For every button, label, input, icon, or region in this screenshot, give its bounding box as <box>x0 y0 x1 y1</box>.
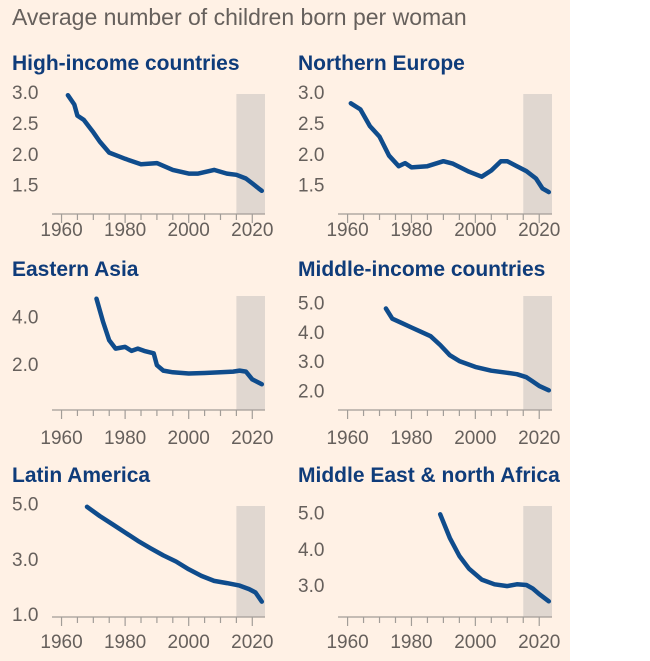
panel-northern-europe-ytick-label: 3.0 <box>298 83 324 104</box>
panel-latin-america-xtick-label: 2000 <box>168 632 210 653</box>
panel-eastern-asia-xtick-label: 2020 <box>231 428 273 449</box>
panel-middle-income-countries-xtick-label: 1960 <box>326 428 368 449</box>
panel-middle-income-countries-projection-band <box>523 296 552 410</box>
panel-middle-east-and-north-africa: Middle East & north Africa 5.0 4.0 3.0 1960 1… <box>298 464 560 653</box>
panel-latin-america-xtick-label: 2020 <box>231 632 273 653</box>
panel-northern-europe: Northern Europe 3.0 2.5 2.0 1.5 1960 1980 2000 2… <box>298 52 560 241</box>
panel-latin-america-xtick-label: 1980 <box>104 632 146 653</box>
figure-title: Average number of children born per woma… <box>12 4 467 30</box>
panel-eastern-asia-projection-band <box>236 296 265 410</box>
panel-latin-america-series-line <box>84 504 265 604</box>
panel-high-income-countries-xtick-label: 2020 <box>231 220 273 241</box>
panel-middle-income-countries-xtick-label: 1980 <box>390 428 432 449</box>
panel-eastern-asia-ytick-label: 2.0 <box>12 355 38 376</box>
panel-high-income-countries-ytick-label: 2.0 <box>12 145 38 166</box>
panel-eastern-asia-xtick-label: 1960 <box>40 428 82 449</box>
panel-middle-income-countries-ytick-label: 4.0 <box>298 323 324 344</box>
panel-middle-income-countries-ytick-label: 2.0 <box>298 381 324 402</box>
panel-middle-east-and-north-africa-title: Middle East & north Africa <box>298 464 560 487</box>
panel-northern-europe-xtick-label: 2000 <box>454 220 496 241</box>
panel-eastern-asia: Eastern Asia 4.0 2.0 1960 1980 2000 2020 <box>12 258 273 449</box>
panel-middle-east-and-north-africa-xtick-label: 2020 <box>518 632 560 653</box>
panel-middle-east-and-north-africa-xtick-label: 1980 <box>390 632 432 653</box>
panel-high-income-countries: High-income countries 3.0 2.5 2.0 1.5 1960 198… <box>12 52 273 241</box>
panel-eastern-asia-xtick-label: 2000 <box>168 428 210 449</box>
panel-middle-east-and-north-africa-ytick-label: 3.0 <box>298 576 324 597</box>
panel-northern-europe-ytick-label: 2.0 <box>298 145 324 166</box>
panel-high-income-countries-series-line <box>65 92 265 194</box>
panel-middle-east-and-north-africa-xtick-label: 1960 <box>326 632 368 653</box>
panel-high-income-countries-title: High-income countries <box>12 52 240 75</box>
panel-latin-america-ytick-label: 1.0 <box>12 605 38 626</box>
panel-middle-east-and-north-africa-ytick-label: 5.0 <box>298 504 324 525</box>
chart-figure: Average number of children born per woma… <box>0 0 570 661</box>
panel-northern-europe-projection-band <box>523 94 552 214</box>
panel-northern-europe-xtick-label: 1980 <box>390 220 432 241</box>
panel-latin-america-title: Latin America <box>12 464 150 487</box>
panel-latin-america-ytick-label: 5.0 <box>12 495 38 516</box>
panel-high-income-countries-xtick-label: 1960 <box>40 220 82 241</box>
panel-middle-income-countries: Middle-income countries 5.0 4.0 3.0 2.0 1960 1… <box>298 258 560 449</box>
panel-high-income-countries-ytick-label: 2.5 <box>12 114 38 135</box>
panel-middle-east-and-north-africa-xtick-label: 2000 <box>454 632 496 653</box>
panel-middle-income-countries-title: Middle-income countries <box>298 258 545 281</box>
panel-high-income-countries-xtick-label: 2000 <box>168 220 210 241</box>
panel-northern-europe-ytick-label: 2.5 <box>298 114 324 135</box>
panel-middle-income-countries-ytick-label: 5.0 <box>298 294 324 315</box>
panel-middle-income-countries-ytick-label: 3.0 <box>298 352 324 373</box>
panel-high-income-countries-projection-band <box>236 94 265 214</box>
panel-latin-america-xtick-label: 1960 <box>40 632 82 653</box>
panel-high-income-countries-ytick-label: 3.0 <box>12 83 38 104</box>
panel-northern-europe-series-line <box>348 101 552 195</box>
panel-middle-income-countries-series-line <box>383 306 552 393</box>
panel-high-income-countries-ytick-label: 1.5 <box>12 176 38 197</box>
panel-northern-europe-xtick-label: 2020 <box>518 220 560 241</box>
panel-high-income-countries-xtick-label: 1980 <box>104 220 146 241</box>
small-multiples-charts: High-income countries 3.0 2.5 2.0 1.5 1960 198… <box>12 52 560 653</box>
panel-latin-america-ytick-label: 3.0 <box>12 550 38 571</box>
panel-middle-income-countries-xtick-label: 2000 <box>454 428 496 449</box>
panel-eastern-asia-ytick-label: 4.0 <box>12 308 38 329</box>
panel-middle-east-and-north-africa-ytick-label: 4.0 <box>298 540 324 561</box>
panel-northern-europe-xtick-label: 1960 <box>326 220 368 241</box>
panel-eastern-asia-xtick-label: 1980 <box>104 428 146 449</box>
panel-northern-europe-title: Northern Europe <box>298 52 465 75</box>
panel-eastern-asia-series-line <box>94 296 265 387</box>
panel-eastern-asia-title: Eastern Asia <box>12 258 139 281</box>
panel-middle-income-countries-xtick-label: 2020 <box>518 428 560 449</box>
panel-middle-east-and-north-africa-series-line <box>437 512 552 604</box>
panel-northern-europe-ytick-label: 1.5 <box>298 176 324 197</box>
